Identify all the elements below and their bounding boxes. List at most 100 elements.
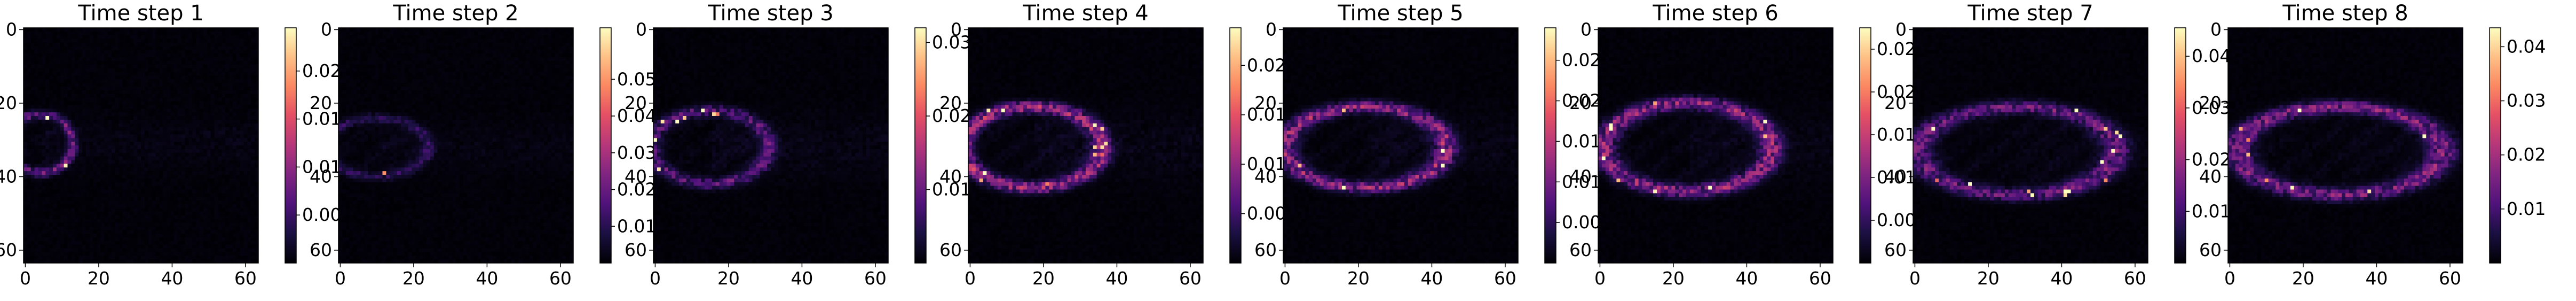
heatmap-cell bbox=[100, 149, 104, 153]
heatmap-cell bbox=[163, 105, 167, 109]
heatmap-cell bbox=[156, 167, 160, 171]
heatmap-cell bbox=[247, 39, 251, 43]
heatmap-cell bbox=[218, 32, 222, 35]
heatmap-cell bbox=[215, 153, 218, 157]
heatmap-cell bbox=[137, 197, 141, 200]
heatmap-cell bbox=[188, 94, 192, 98]
heatmap-cell bbox=[251, 208, 255, 212]
heatmap-cell bbox=[167, 256, 170, 259]
heatmap-cell bbox=[225, 134, 229, 138]
heatmap-cell bbox=[49, 230, 53, 234]
heatmap-cell bbox=[68, 53, 72, 57]
heatmap-cell bbox=[100, 179, 104, 182]
heatmap-cell bbox=[196, 142, 200, 145]
heatmap-cell bbox=[97, 145, 101, 149]
heatmap-cell bbox=[127, 134, 130, 138]
heatmap-cell bbox=[31, 65, 35, 68]
heatmap-cell bbox=[192, 102, 196, 105]
heatmap-cell bbox=[27, 208, 31, 212]
heatmap-cell bbox=[251, 193, 255, 197]
heatmap-cell bbox=[244, 102, 248, 105]
heatmap-cell bbox=[156, 79, 160, 83]
heatmap-cell bbox=[60, 167, 64, 171]
heatmap-cell bbox=[31, 186, 35, 190]
heatmap-cell bbox=[115, 256, 119, 259]
heatmap-cell bbox=[225, 219, 229, 223]
heatmap-cell bbox=[38, 105, 42, 109]
heatmap-cell bbox=[78, 252, 82, 256]
heatmap-cell bbox=[71, 138, 75, 142]
heatmap-cell bbox=[45, 241, 49, 245]
heatmap-cell bbox=[82, 175, 86, 179]
heatmap-cell bbox=[123, 57, 127, 61]
heatmap-cell bbox=[225, 94, 229, 98]
heatmap-cell bbox=[45, 57, 49, 61]
heatmap-cell bbox=[23, 204, 27, 208]
heatmap-cell bbox=[159, 138, 163, 142]
heatmap-cell bbox=[207, 57, 211, 61]
heatmap-cell bbox=[64, 237, 68, 241]
heatmap-cell bbox=[97, 160, 101, 164]
heatmap-cell bbox=[152, 79, 156, 83]
heatmap-cell bbox=[75, 230, 78, 234]
heatmap-cell bbox=[159, 46, 163, 50]
heatmap-cell bbox=[35, 230, 38, 234]
heatmap-cell bbox=[82, 252, 86, 256]
heatmap-cell bbox=[167, 131, 170, 135]
heatmap-cell bbox=[170, 149, 174, 153]
heatmap-cell bbox=[229, 149, 233, 153]
heatmap-cell bbox=[49, 83, 53, 87]
heatmap-cell bbox=[247, 138, 251, 142]
heatmap-cell bbox=[64, 222, 68, 226]
heatmap-cell bbox=[148, 208, 152, 212]
heatmap-cell bbox=[196, 167, 200, 171]
heatmap-cell bbox=[233, 105, 236, 109]
heatmap-cell bbox=[200, 112, 203, 116]
heatmap-cell bbox=[42, 79, 45, 83]
heatmap-cell bbox=[57, 138, 60, 142]
heatmap-cell bbox=[152, 124, 156, 127]
heatmap-cell bbox=[229, 90, 233, 94]
heatmap-cell bbox=[247, 222, 251, 226]
heatmap-cell bbox=[141, 160, 145, 164]
heatmap-cell bbox=[225, 65, 229, 68]
heatmap-cell bbox=[75, 241, 78, 245]
heatmap-cell bbox=[159, 226, 163, 230]
heatmap-cell bbox=[31, 43, 35, 47]
heatmap-cell bbox=[42, 179, 45, 182]
heatmap-cell bbox=[215, 164, 218, 167]
heatmap-cell bbox=[152, 57, 156, 61]
heatmap-cell bbox=[82, 112, 86, 116]
heatmap-cell bbox=[218, 98, 222, 102]
heatmap-cell bbox=[196, 193, 200, 197]
heatmap-cell bbox=[42, 164, 45, 167]
heatmap-cell bbox=[133, 237, 137, 241]
heatmap-cell bbox=[141, 167, 145, 171]
heatmap-cell bbox=[68, 46, 72, 50]
heatmap-cell bbox=[119, 226, 123, 230]
heatmap-cell bbox=[130, 61, 133, 65]
heatmap-cell bbox=[42, 142, 45, 145]
heatmap-cell bbox=[130, 75, 133, 79]
heatmap-cell bbox=[178, 249, 181, 252]
heatmap-cell bbox=[53, 230, 57, 234]
heatmap-cell bbox=[53, 75, 57, 79]
heatmap-cell bbox=[123, 116, 127, 120]
heatmap-cell bbox=[215, 57, 218, 61]
heatmap-cell bbox=[185, 116, 189, 120]
heatmap-cell bbox=[104, 197, 108, 200]
heatmap-cell bbox=[247, 142, 251, 145]
heatmap-cell bbox=[82, 171, 86, 175]
heatmap-cell bbox=[75, 249, 78, 252]
heatmap-cell bbox=[38, 75, 42, 79]
heatmap-cell bbox=[82, 179, 86, 182]
heatmap-cell bbox=[181, 131, 185, 135]
heatmap-cell bbox=[49, 171, 53, 175]
heatmap-cell bbox=[181, 61, 185, 65]
heatmap-cell bbox=[222, 90, 225, 94]
heatmap-cell bbox=[174, 197, 178, 200]
heatmap-cell bbox=[211, 197, 215, 200]
heatmap-cell bbox=[49, 167, 53, 171]
heatmap-cell bbox=[211, 72, 215, 76]
heatmap-cell bbox=[78, 222, 82, 226]
